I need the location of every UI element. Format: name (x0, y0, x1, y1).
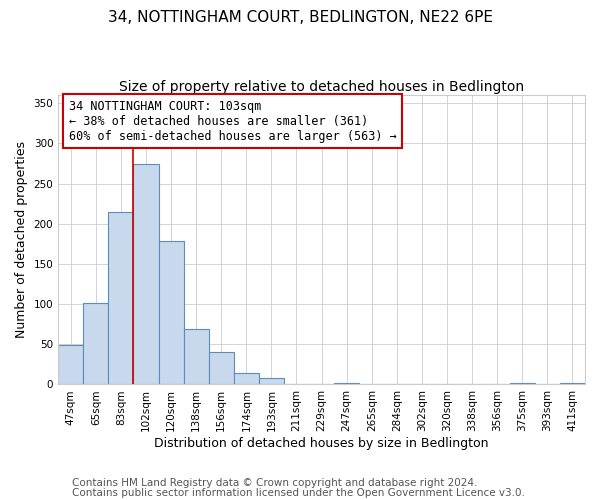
Bar (510, 383, 535, 384)
Title: Size of property relative to detached houses in Bedlington: Size of property relative to detached ho… (119, 80, 524, 94)
Text: 34, NOTTINGHAM COURT, BEDLINGTON, NE22 6PE: 34, NOTTINGHAM COURT, BEDLINGTON, NE22 6… (107, 10, 493, 25)
Bar (334, 383, 359, 384)
Bar (58, 345, 83, 385)
X-axis label: Distribution of detached houses by size in Bedlington: Distribution of detached houses by size … (154, 437, 489, 450)
Bar (560, 383, 585, 384)
Text: Contains public sector information licensed under the Open Government Licence v3: Contains public sector information licen… (72, 488, 525, 498)
Bar (259, 378, 284, 384)
Bar (158, 240, 184, 384)
Bar (209, 352, 234, 384)
Bar (234, 373, 259, 384)
Y-axis label: Number of detached properties: Number of detached properties (15, 142, 28, 338)
Text: Contains HM Land Registry data © Crown copyright and database right 2024.: Contains HM Land Registry data © Crown c… (72, 478, 478, 488)
Bar (83, 304, 109, 384)
Bar (109, 212, 133, 384)
Text: 34 NOTTINGHAM COURT: 103sqm
← 38% of detached houses are smaller (361)
60% of se: 34 NOTTINGHAM COURT: 103sqm ← 38% of det… (69, 100, 397, 142)
Bar (133, 164, 158, 384)
Bar (184, 329, 209, 384)
